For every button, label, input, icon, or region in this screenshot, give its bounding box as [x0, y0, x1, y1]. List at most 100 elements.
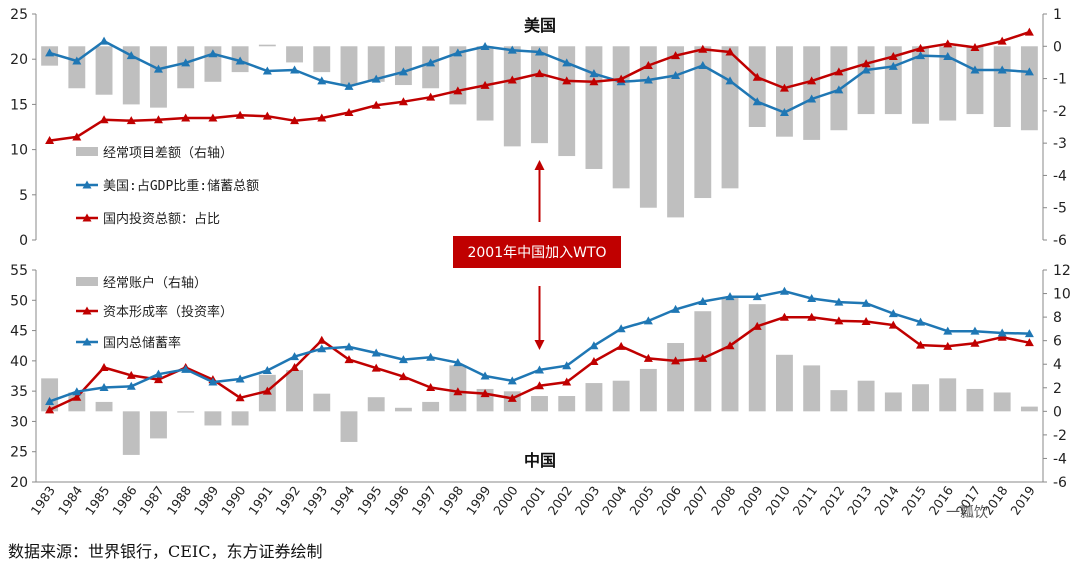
- panel-title: 中国: [524, 451, 556, 470]
- point-2012: [834, 316, 844, 325]
- x-tick-label: 1995: [354, 483, 385, 518]
- bar-2005: [639, 46, 657, 208]
- point-2011: [807, 94, 817, 103]
- point-1983: [45, 48, 55, 57]
- point-2012: [834, 67, 844, 76]
- point-2007: [698, 353, 708, 362]
- china-panel: 20 25 30 35 40 45 50 55 -6 -4 -2 0 2 4 6 8 10 12 中国 经常账户（右轴…: [10, 263, 1071, 491]
- point-2014: [888, 51, 898, 60]
- left-tick-label: 45: [10, 324, 28, 340]
- bar-1986: [122, 46, 140, 105]
- point-1991: [262, 366, 272, 375]
- point-1995: [371, 100, 381, 109]
- right-tick-label: 12: [1053, 263, 1071, 279]
- point-2002: [562, 361, 572, 370]
- point-2019: [1024, 329, 1034, 338]
- bar-1989: [204, 411, 222, 426]
- bar-1997: [422, 46, 440, 89]
- point-1999: [480, 371, 490, 380]
- bar-2009: [748, 46, 766, 127]
- bar-1986: [122, 411, 140, 455]
- point-2019: [1024, 338, 1034, 347]
- right-tick-label: -4: [1053, 451, 1067, 467]
- point-2019: [1024, 27, 1034, 36]
- point-2018: [997, 65, 1007, 74]
- bar-1984: [68, 392, 86, 412]
- bar-2018: [993, 392, 1011, 412]
- point-2014: [888, 320, 898, 329]
- x-tick-label: 1986: [109, 483, 140, 518]
- bar-2006: [667, 343, 685, 412]
- bar-2003: [585, 383, 603, 412]
- left-tick-label: 25: [10, 7, 28, 23]
- watermark: 一瓢饮: [946, 505, 988, 521]
- left-tick-label: 15: [10, 97, 28, 113]
- bar-2019: [1020, 46, 1038, 131]
- x-tick-label: 1989: [191, 483, 222, 518]
- x-tick-label: 1983: [28, 483, 59, 518]
- left-tick-label: 0: [19, 233, 28, 249]
- x-tick-label: 2013: [844, 483, 875, 518]
- point-2009: [752, 97, 762, 106]
- point-2007: [698, 296, 708, 305]
- left-tick-label: 5: [19, 188, 28, 204]
- point-1988: [181, 58, 191, 67]
- bar-2017: [966, 388, 984, 412]
- x-tick-label: 1990: [218, 483, 249, 518]
- x-tick-label: 1991: [245, 483, 276, 518]
- point-1986: [126, 51, 136, 60]
- x-tick-label: 2015: [898, 483, 929, 518]
- point-1989: [208, 377, 218, 386]
- point-2017: [970, 65, 980, 74]
- point-1995: [371, 74, 381, 83]
- point-2017: [970, 338, 980, 347]
- point-1995: [371, 363, 381, 372]
- panel-title: 美国: [524, 16, 556, 35]
- point-1992: [290, 116, 300, 125]
- point-1997: [426, 383, 436, 392]
- point-2013: [861, 59, 871, 68]
- bar-2003: [585, 46, 603, 169]
- annotation-box: [453, 236, 621, 268]
- point-1987: [153, 115, 163, 124]
- point-2002: [562, 76, 572, 85]
- bar-1993: [313, 46, 331, 73]
- bar-1985: [95, 46, 113, 95]
- point-2003: [589, 69, 599, 78]
- x-tick-label: 2014: [871, 483, 902, 518]
- point-2006: [671, 51, 681, 60]
- point-1988: [181, 113, 191, 122]
- x-tick-label: 2000: [490, 483, 521, 518]
- point-1997: [426, 92, 436, 101]
- point-2014: [888, 61, 898, 70]
- bar-2008: [721, 297, 739, 412]
- bar-2009: [748, 304, 766, 412]
- bar-2005: [639, 368, 657, 412]
- point-2018: [997, 36, 1007, 45]
- point-1986: [126, 116, 136, 125]
- point-2011: [807, 312, 817, 321]
- point-2016: [943, 341, 953, 350]
- point-1993: [317, 335, 327, 344]
- point-2003: [589, 77, 599, 86]
- point-1999: [480, 389, 490, 398]
- point-1998: [453, 86, 463, 95]
- right-tick-label: 1: [1053, 7, 1062, 23]
- x-tick-label: 1988: [164, 483, 195, 518]
- left-tick-label: 10: [10, 143, 28, 159]
- point-1993: [317, 113, 327, 122]
- legend-label: 美国:占GDP比重:储蓄总额: [103, 178, 259, 194]
- point-1985: [99, 383, 109, 392]
- bar-1988: [177, 46, 195, 89]
- right-tick-label: -5: [1053, 201, 1067, 217]
- point-2004: [616, 341, 626, 350]
- point-2007: [698, 44, 708, 53]
- bar-2002: [558, 46, 576, 157]
- legend-marker: [82, 213, 92, 222]
- point-2005: [643, 316, 653, 325]
- legend-swatch-bar: [76, 147, 98, 156]
- bar-2011: [803, 365, 821, 412]
- point-2000: [507, 75, 517, 84]
- bar-2016: [939, 378, 957, 412]
